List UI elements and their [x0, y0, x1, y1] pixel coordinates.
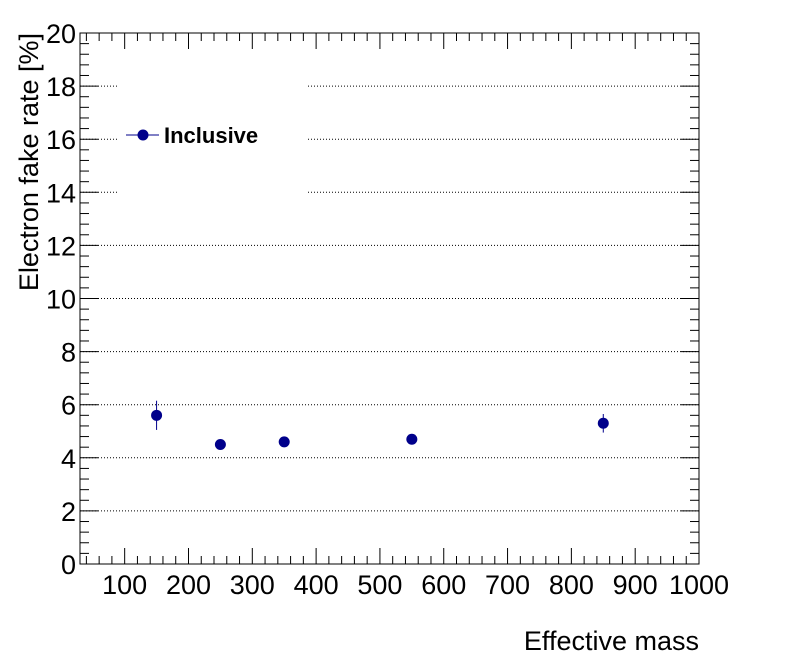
x-axis-title: Effective mass [524, 626, 699, 656]
y-tick-label: 20 [46, 19, 76, 49]
y-tick-label: 2 [61, 497, 76, 527]
x-tick-label: 400 [294, 570, 339, 600]
legend: Inclusive [119, 60, 306, 215]
y-tick-label: 6 [61, 391, 76, 421]
x-tick-label: 200 [166, 570, 211, 600]
y-tick-label: 12 [46, 231, 76, 261]
y-tick-label: 0 [61, 550, 76, 580]
x-tick-label: 800 [549, 570, 594, 600]
legend-label: Inclusive [164, 123, 258, 148]
grid-lines [80, 85, 699, 512]
axis-ticks [80, 32, 700, 565]
x-tick-label: 1000 [669, 570, 729, 600]
x-tick-label: 500 [357, 570, 402, 600]
y-tick-label: 14 [46, 178, 76, 208]
y-tick-label: 10 [46, 285, 76, 315]
y-tick-label: 4 [61, 444, 76, 474]
x-tick-label: 900 [613, 570, 658, 600]
y-tick-label: 18 [46, 72, 76, 102]
data-point [214, 439, 226, 451]
x-tick-label: 300 [230, 570, 275, 600]
data-point [597, 417, 609, 429]
data-point [406, 433, 418, 445]
tick-labels: 100 200 300 400 500 600 700 800 900 1000 0 2 4 6 8 10 12… [46, 19, 729, 600]
data-point [151, 409, 163, 421]
x-tick-label: 600 [421, 570, 466, 600]
x-tick-label: 700 [485, 570, 530, 600]
y-axis-title: Electron fake rate [%] [14, 33, 44, 291]
y-tick-label: 8 [61, 338, 76, 368]
legend-box [119, 60, 306, 215]
x-tick-label: 100 [102, 570, 147, 600]
data-point [278, 436, 290, 448]
legend-marker [137, 129, 149, 141]
data-series-inclusive [151, 400, 609, 451]
y-tick-label: 16 [46, 125, 76, 155]
